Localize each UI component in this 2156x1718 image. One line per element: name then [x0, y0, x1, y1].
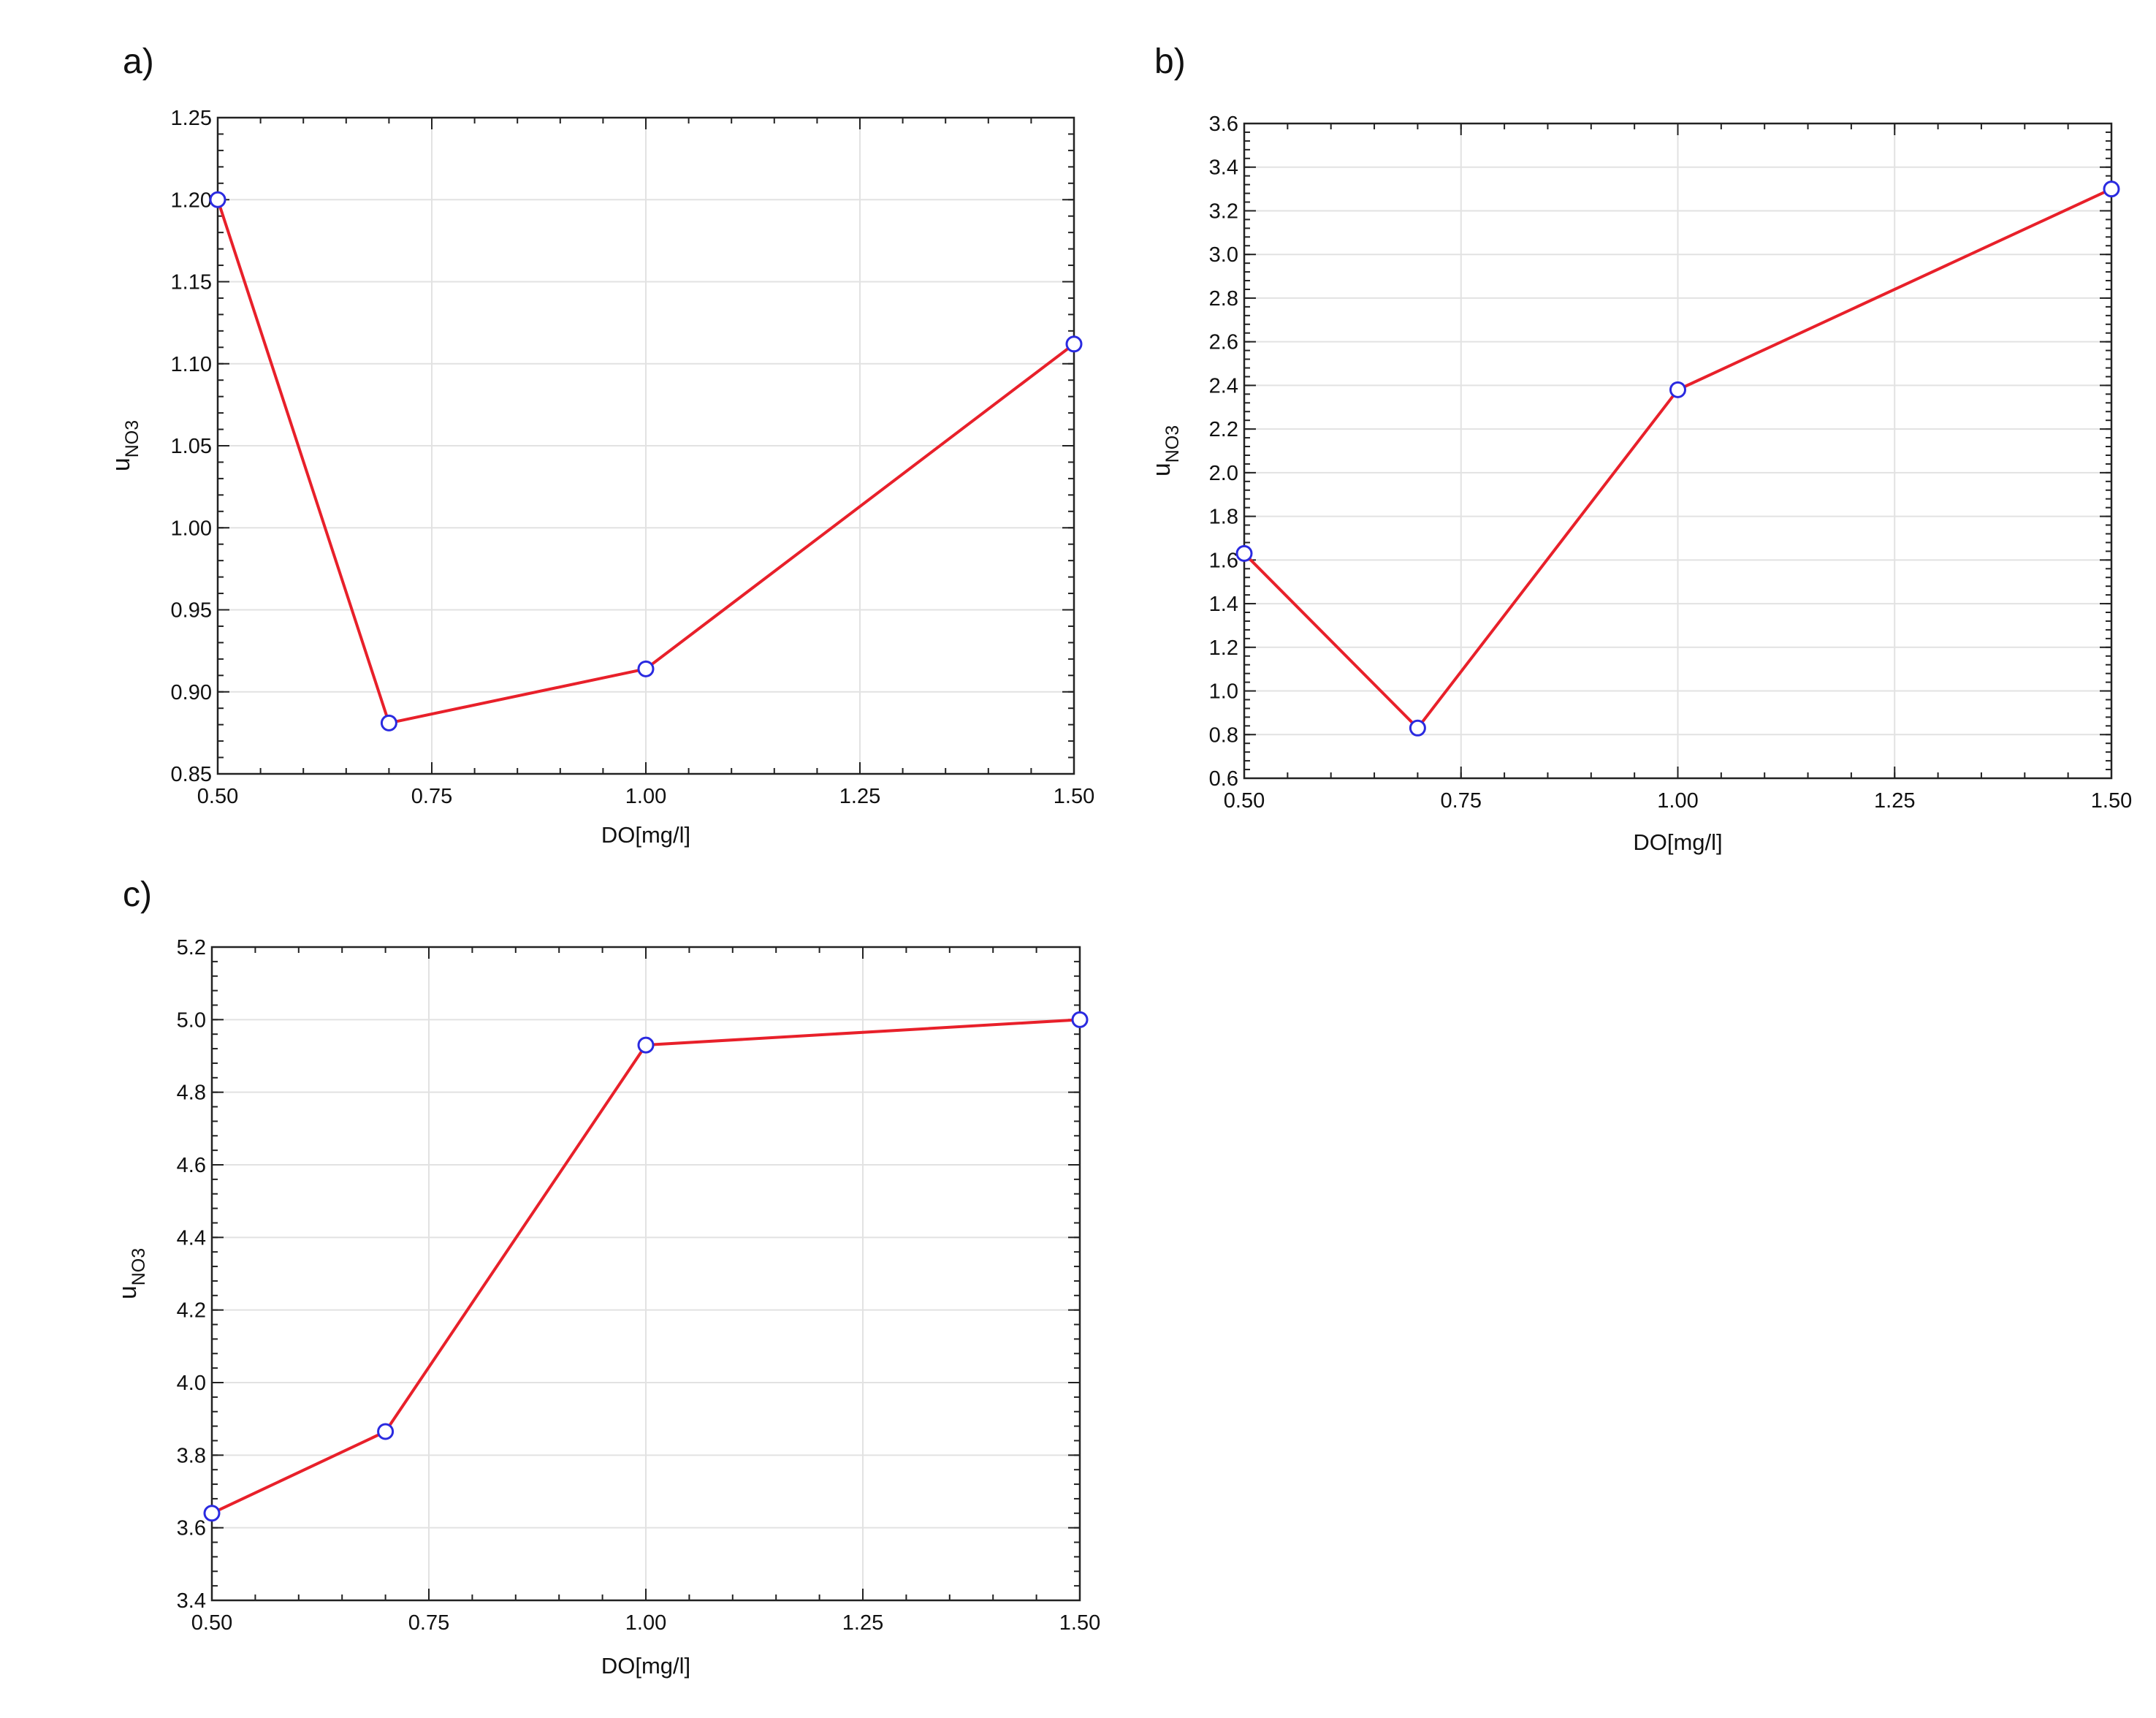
chart-0-data-point [637, 660, 655, 677]
chart-2-x-tick-label: 0.50 [191, 1611, 232, 1635]
chart-1-panel-label: b) [1154, 42, 1186, 81]
chart-1-x-axis-title: DO[mg/l] [1633, 829, 1722, 855]
chart-1-y-tick-label: 1.0 [1209, 680, 1238, 704]
chart-2-y-tick-label: 3.4 [177, 1589, 206, 1613]
chart-1-y-tick-label: 3.2 [1209, 199, 1238, 223]
chart-panel-b: b) 0.50 0.75 1.00 1.25 1.50 0.6 0.8 1.0 1.2 1.4 1.6… [1148, 42, 2132, 855]
chart-0-y-tick-label: 1.05 [171, 435, 212, 458]
chart-1-y-tick-label: 1.6 [1209, 549, 1238, 572]
chart-2-data-point [203, 1505, 221, 1522]
chart-2-data-point [637, 1036, 655, 1054]
chart-2-y-tick-label: 4.8 [177, 1082, 206, 1105]
chart-1-y-axis-title: uNO3 [1148, 425, 1183, 476]
chart-2-y-tick-label: 4.6 [177, 1154, 206, 1177]
chart-1-y-tick-label: 1.8 [1209, 506, 1238, 529]
chart-0-y-tick-label: 1.15 [171, 271, 212, 294]
chart-2-series-line [211, 1018, 1081, 1515]
chart-2-x-tick-label: 1.50 [1059, 1611, 1100, 1635]
chart-1-y-tick-label: 1.2 [1209, 636, 1238, 660]
chart-1-x-tick-label: 1.25 [1874, 789, 1915, 813]
chart-2-y-axis-title-subscript: NO3 [129, 1248, 149, 1285]
chart-1-series-line [1243, 187, 2112, 730]
chart-1-y-tick-label: 2.6 [1209, 331, 1238, 354]
chart-2-data-point [377, 1423, 395, 1440]
chart-2-y-tick-label: 3.6 [177, 1517, 206, 1540]
chart-1-data-point [1409, 719, 1426, 737]
chart-1-y-tick-label: 3.4 [1209, 156, 1238, 180]
chart-1-y-tick-label: 3.6 [1209, 113, 1238, 136]
chart-1-data-point [1235, 544, 1253, 562]
chart-0-x-tick-label: 0.75 [411, 785, 452, 808]
chart-2-y-tick-label: 4.4 [177, 1226, 206, 1250]
chart-1-data-point [1669, 381, 1686, 398]
chart-2-panel-label: c) [123, 875, 152, 914]
chart-0-data-point [380, 714, 397, 731]
chart-1-plot-frame [1243, 122, 2113, 780]
chart-2-y-tick-label: 4.2 [177, 1299, 206, 1323]
chart-2-x-tick-label: 0.75 [408, 1611, 449, 1635]
chart-2-x-axis-title: DO[mg/l] [601, 1653, 690, 1679]
chart-1-y-tick-label: 0.8 [1209, 723, 1238, 747]
chart-1-x-tick-label: 0.75 [1441, 789, 1482, 813]
chart-1-x-tick-label: 0.50 [1224, 789, 1265, 813]
chart-2-y-tick-label: 5.2 [177, 936, 206, 959]
chart-0-plot-frame [216, 116, 1075, 775]
chart-1-x-tick-label: 1.00 [1657, 789, 1698, 813]
chart-1-y-tick-label: 3.0 [1209, 243, 1238, 267]
chart-2-y-axis-title: uNO3 [114, 1248, 149, 1299]
chart-0-y-tick-label: 0.90 [171, 681, 212, 704]
chart-0-x-axis-title: DO[mg/l] [601, 822, 690, 848]
chart-0-data-point [1065, 335, 1083, 353]
chart-1-y-axis-title-subscript: NO3 [1162, 425, 1183, 463]
chart-2-data-point [1071, 1011, 1089, 1028]
chart-2-x-tick-label: 1.00 [625, 1611, 666, 1635]
chart-2-plot-frame [210, 946, 1081, 1602]
chart-0-series-line [216, 199, 1075, 725]
chart-0-x-tick-label: 1.00 [625, 785, 666, 808]
chart-0-y-axis-title-subscript: NO3 [122, 420, 142, 457]
chart-1-y-tick-label: 2.2 [1209, 418, 1238, 441]
chart-2-y-tick-label: 4.0 [177, 1372, 206, 1395]
chart-0-y-axis-title: uNO3 [107, 420, 142, 471]
chart-1-data-point [2103, 180, 2120, 198]
chart-0-y-tick-label: 1.20 [171, 189, 212, 212]
chart-0-x-tick-label: 1.25 [839, 785, 880, 808]
chart-0-data-point [209, 191, 226, 208]
chart-2-x-tick-label: 1.25 [842, 1611, 883, 1635]
chart-1-y-tick-label: 2.8 [1209, 287, 1238, 311]
chart-1-y-tick-label: 0.6 [1209, 767, 1238, 791]
chart-0-panel-label: a) [123, 42, 154, 81]
chart-1-y-tick-label: 1.4 [1209, 593, 1238, 616]
chart-0-y-tick-label: 1.00 [171, 517, 212, 540]
chart-2-y-tick-label: 3.8 [177, 1444, 206, 1467]
chart-1-y-tick-label: 2.0 [1209, 462, 1238, 485]
chart-0-y-tick-label: 1.25 [171, 107, 212, 130]
chart-2-y-axis-title-main: u [114, 1285, 142, 1299]
chart-0-x-tick-label: 1.50 [1054, 785, 1094, 808]
chart-0-y-tick-label: 1.10 [171, 353, 212, 376]
chart-0-y-tick-label: 0.85 [171, 763, 212, 786]
chart-1-y-axis-title-main: u [1148, 463, 1176, 476]
chart-0-y-axis-title-main: u [107, 457, 135, 471]
chart-0-x-tick-label: 0.50 [197, 785, 238, 808]
chart-panel-c: c) 0.50 0.75 1.00 1.25 1.50 3.4 3.6 3.8 4.0 4.2 4.4… [114, 875, 1100, 1679]
chart-panel-a: a) 0.50 0.75 1.00 1.25 1.50 0.85 0.90 0.95 1.00 1.… [107, 42, 1094, 848]
chart-0-y-tick-label: 0.95 [171, 599, 212, 623]
chart-1-y-tick-label: 2.4 [1209, 374, 1238, 398]
chart-1-x-tick-label: 1.50 [2091, 789, 2132, 813]
chart-2-y-tick-label: 5.0 [177, 1008, 206, 1032]
